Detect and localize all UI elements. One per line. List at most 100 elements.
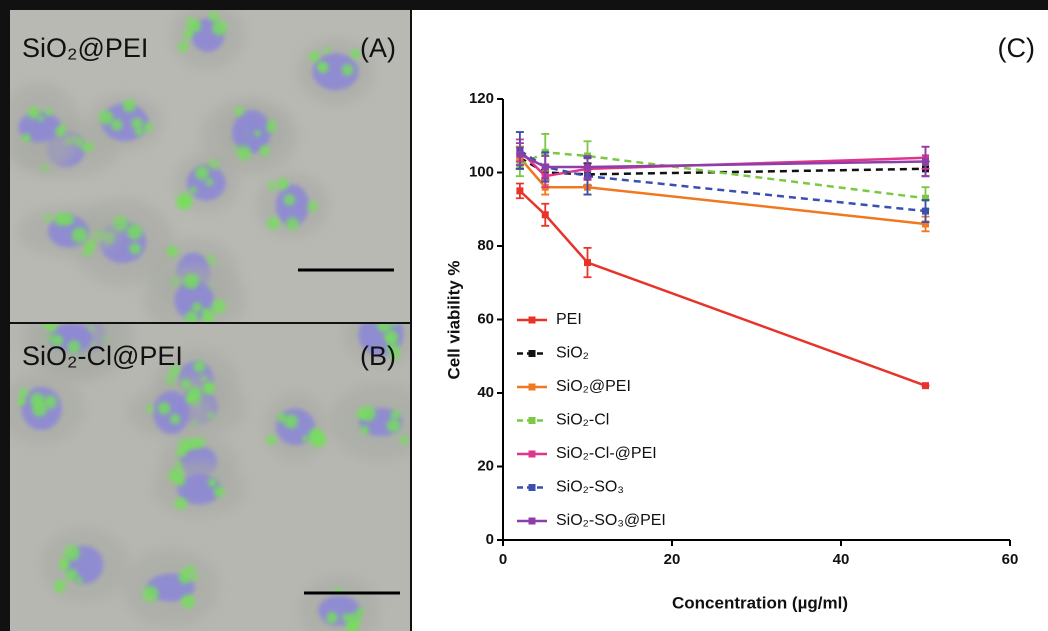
legend-marker [528,316,536,324]
green-spot [309,51,321,62]
green-spot [126,224,143,240]
green-spot [254,129,261,137]
green-spot [143,122,153,132]
green-spot [65,568,78,582]
marker [584,163,591,171]
marker [922,194,929,202]
green-spot [205,178,214,186]
green-spot [211,299,226,314]
series-line [519,189,926,387]
green-spot [387,335,394,343]
green-spot [302,435,309,443]
green-spot [189,186,197,195]
green-spot [176,468,185,477]
x-tick-label: 0 [499,551,507,568]
green-spot [276,178,289,191]
green-spot [142,585,159,602]
green-spot [170,413,181,425]
green-spot [318,63,325,70]
cells-a [10,10,375,322]
green-spot [27,106,41,120]
green-spot [53,580,66,593]
green-spot [180,379,192,390]
green-spot [193,360,206,373]
green-spot [188,393,197,402]
green-spot [237,145,252,160]
y-tick-label: 0 [486,531,494,548]
green-spot [178,438,186,447]
panel-tag: (A) [360,33,396,63]
green-spot [166,245,179,258]
panel-label: SiO₂@PEI [22,33,148,63]
green-spot [129,242,141,255]
green-spot [284,414,299,429]
x-tick-label: 60 [1002,551,1019,568]
green-spot [210,259,217,266]
marker [584,259,591,267]
green-spot [184,311,199,322]
green-spot [44,108,53,117]
green-spot [360,425,369,435]
nucleus [232,110,271,153]
green-spot [350,48,361,59]
green-spot [98,110,114,125]
green-spot [360,405,376,422]
marker [541,163,549,171]
x-tick-label: 20 [664,551,681,568]
green-spot [135,127,144,137]
green-spot [390,409,401,420]
green-spot [234,106,244,116]
green-spot [178,571,192,584]
green-spot [192,436,205,449]
marker [922,382,929,390]
marker [922,157,929,165]
green-spot [146,405,154,413]
green-spot [386,418,401,433]
green-spot [176,446,188,458]
green-spot [51,334,64,347]
series-line [519,153,926,169]
green-spot [110,118,123,131]
marker [516,187,524,195]
series-line [518,156,926,226]
green-spot [85,239,96,250]
green-spot [285,217,299,231]
green-spot [71,227,88,244]
legend-label: SiO₂ [556,345,589,362]
x-tick-label: 40 [833,551,850,568]
green-spot [323,47,331,54]
y-tick-label: 80 [477,237,494,254]
green-spot [341,63,354,76]
chart-panel [412,10,1048,631]
green-spot [37,115,45,122]
green-spot [377,324,392,333]
green-spot [187,565,196,574]
green-spot [212,20,228,36]
green-spot [61,212,75,226]
green-spot [182,567,190,575]
green-spot [177,41,189,52]
panel-label: SiO₂-Cl@PEI [22,341,183,371]
green-spot [46,324,58,332]
green-spot [157,401,171,415]
green-spot [59,561,69,570]
green-spot [32,401,48,417]
green-spot [180,594,195,609]
green-spot [122,99,136,113]
legend-marker [528,383,536,391]
y-tick-label: 60 [477,310,494,327]
green-spot [183,273,200,290]
green-spot [207,478,217,488]
cells-b [10,324,410,631]
green-spot [208,11,219,22]
green-spot [75,576,83,584]
green-spot [21,133,31,143]
green-spot [176,194,192,211]
green-spot [391,353,399,361]
green-spot [43,214,52,222]
series-line [519,149,926,213]
marker [922,207,929,215]
legend-label: SiO₂@PEI [556,378,631,395]
